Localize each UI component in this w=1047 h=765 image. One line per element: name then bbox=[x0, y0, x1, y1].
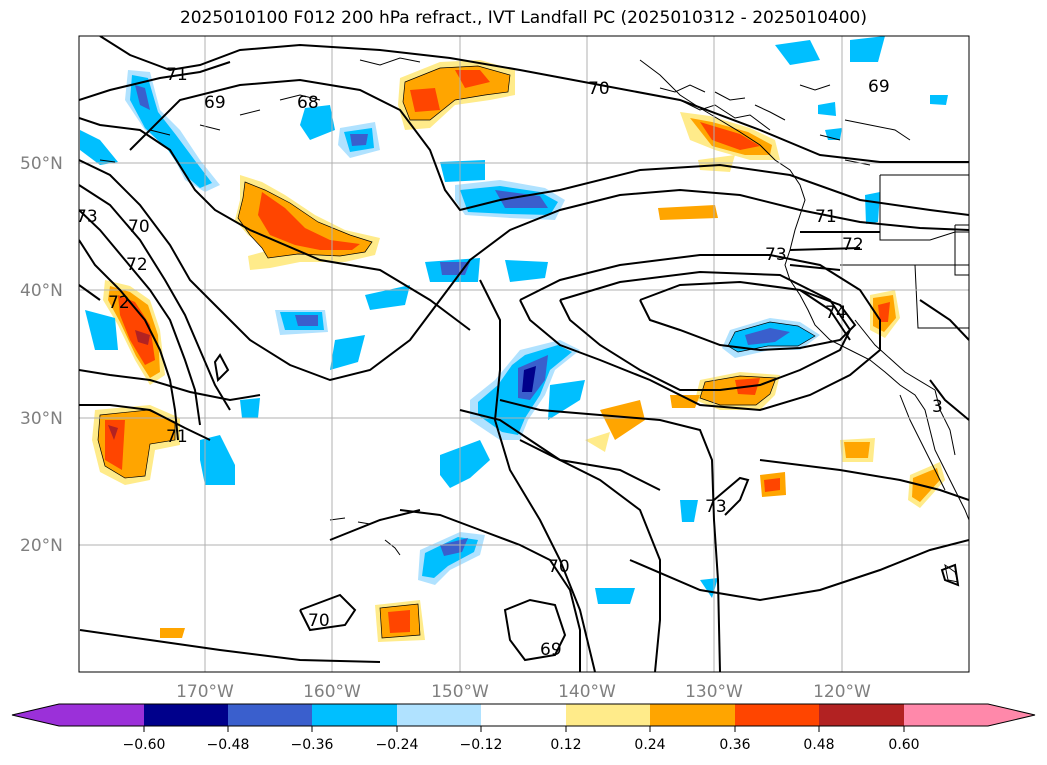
refractivity-contours bbox=[79, 36, 969, 672]
map-title: 2025010100 F012 200 hPa refract., IVT La… bbox=[179, 8, 867, 28]
lon-label-160w: 160°W bbox=[303, 682, 361, 702]
colorbar-extend-low bbox=[12, 704, 59, 726]
colorbar: −0.60 −0.48 −0.36 −0.24 −0.12 0.12 0.24 … bbox=[11, 703, 1036, 753]
longitude-labels: 170°W 160°W 150°W 140°W 130°W 120°W bbox=[176, 682, 871, 702]
colorbar-tick: −0.24 bbox=[376, 737, 419, 753]
latitude-labels: 50°N 40°N 30°N 20°N bbox=[20, 154, 63, 556]
lat-label-30n: 30°N bbox=[20, 409, 63, 429]
lon-label-130w: 130°W bbox=[685, 682, 743, 702]
colorbar-tick: 0.36 bbox=[719, 737, 750, 753]
gridlines bbox=[79, 36, 969, 672]
colorbar-bin-4 bbox=[312, 704, 397, 726]
colorbar-tick: 0.24 bbox=[634, 737, 665, 753]
colorbar-tick: 0.12 bbox=[550, 737, 581, 753]
lon-label-140w: 140°W bbox=[558, 682, 616, 702]
contour-label-69-right: 69 bbox=[868, 77, 890, 97]
contour-label-72-right: 72 bbox=[842, 235, 864, 255]
colorbar-bin-6 bbox=[481, 704, 566, 726]
colorbar-bin-1 bbox=[59, 704, 144, 726]
contour-label-71-right: 71 bbox=[815, 207, 837, 227]
contour-label-73-right: 73 bbox=[765, 245, 787, 265]
contour-label-69-bottom: 69 bbox=[540, 640, 562, 660]
contour-label-71: 71 bbox=[166, 65, 188, 85]
colorbar-tick: −0.60 bbox=[123, 737, 166, 753]
colorbar-bin-8 bbox=[650, 704, 735, 726]
colorbar-tick: −0.36 bbox=[291, 737, 334, 753]
lon-label-150w: 150°W bbox=[431, 682, 489, 702]
contour-label-72-left: 72 bbox=[126, 255, 148, 275]
contour-label-73-left: 73 bbox=[76, 207, 98, 227]
colorbar-tick: 0.48 bbox=[803, 737, 834, 753]
colorbar-bin-3 bbox=[228, 704, 313, 726]
colorbar-bin-7 bbox=[566, 704, 651, 726]
contour-label-73-bottom: 73 bbox=[705, 497, 727, 517]
contour-label-70: 70 bbox=[588, 79, 610, 99]
contour-label-71-left: 71 bbox=[166, 427, 188, 447]
contour-label-69: 69 bbox=[204, 93, 226, 113]
colorbar-bin-9 bbox=[735, 704, 820, 726]
contour-label-70-bottom-left: 70 bbox=[308, 611, 330, 631]
colorbar-extend-high bbox=[904, 704, 1035, 726]
colorbar-tick: −0.12 bbox=[460, 737, 503, 753]
lat-label-20n: 20°N bbox=[20, 536, 63, 556]
lat-label-50n: 50°N bbox=[20, 154, 63, 174]
contour-label-74: 74 bbox=[825, 303, 847, 323]
colorbar-bin-5 bbox=[397, 704, 482, 726]
contour-label-70-bottom: 70 bbox=[548, 557, 570, 577]
lon-label-170w: 170°W bbox=[176, 682, 234, 702]
map-frame bbox=[78, 35, 970, 673]
lon-label-120w: 120°W bbox=[813, 682, 871, 702]
colorbar-outline bbox=[11, 703, 1036, 727]
contour-labels: 71 69 68 70 69 73 70 72 71 71 72 73 74 3… bbox=[76, 65, 943, 660]
contour-label-72-tilt: 72 bbox=[108, 293, 130, 313]
colorbar-bin-2 bbox=[144, 704, 229, 726]
contour-label-70-left: 70 bbox=[128, 217, 150, 237]
contour-label-68: 68 bbox=[297, 93, 319, 113]
colorbar-bin-10 bbox=[819, 704, 904, 726]
lat-label-40n: 40°N bbox=[20, 281, 63, 301]
contour-label-3-right: 3 bbox=[932, 397, 943, 417]
colorbar-tick: −0.48 bbox=[207, 737, 250, 753]
coastlines bbox=[99, 57, 969, 583]
colorbar-tick: 0.60 bbox=[888, 737, 919, 753]
